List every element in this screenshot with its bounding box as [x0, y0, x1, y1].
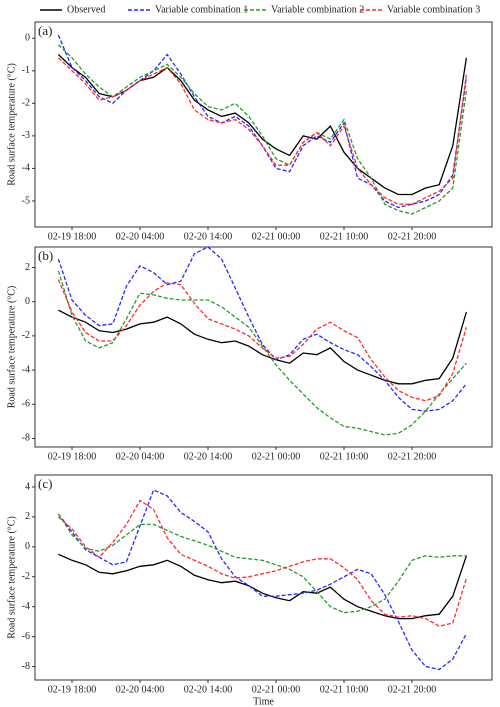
plot-frame: [34, 474, 493, 681]
legend-label: Variable combination 1: [155, 4, 248, 15]
x-tick-label: 02-20 04:00: [116, 451, 165, 462]
series-line: [57, 489, 467, 671]
x-tick-label: 02-21 20:00: [388, 231, 437, 242]
series-line: [58, 553, 468, 620]
legend-label: Variable combination 3: [387, 4, 480, 15]
y-axis-title: Road surface temperature (°C): [6, 516, 17, 639]
y-axis-title: Road surface temperature (°C): [6, 63, 17, 186]
x-tick-label: 02-21 00:00: [252, 451, 301, 462]
x-tick-label: 02-19 18:00: [48, 451, 97, 462]
x-tick-label: 02-20 04:00: [116, 684, 165, 695]
y-axis-title: Road surface temperature (°C): [6, 286, 17, 409]
series-line: [57, 279, 468, 402]
x-tick-label: 02-21 00:00: [252, 231, 301, 242]
x-tick-label: 02-21 10:00: [320, 451, 369, 462]
y-tick-label: -8: [22, 661, 30, 672]
series-line: [58, 309, 468, 385]
x-tick-label: 02-21 20:00: [388, 451, 437, 462]
y-tick-label: 2: [25, 511, 30, 522]
y-tick-label: -2: [22, 330, 30, 341]
legend-label: Variable combination 2: [271, 4, 364, 15]
series-line: [57, 54, 468, 196]
y-tick-label: 0: [25, 296, 30, 307]
x-tick-label: 02-20 04:00: [116, 231, 165, 242]
series-line: [57, 246, 467, 412]
x-tick-label: 02-21 00:00: [252, 684, 301, 695]
y-tick-label: -1: [22, 65, 30, 76]
y-tick-label: 0: [25, 541, 30, 552]
series-line: [57, 270, 467, 436]
x-axis-title: Time: [253, 696, 274, 707]
y-tick-label: -2: [22, 98, 30, 109]
x-tick-label: 02-19 18:00: [48, 231, 97, 242]
x-tick-label: 02-20 14:00: [184, 684, 233, 695]
legend-label: Observed: [67, 4, 105, 15]
x-tick-label: 02-19 18:00: [48, 684, 97, 695]
y-tick-label: -3: [22, 130, 30, 141]
y-tick-label: 0: [25, 33, 30, 44]
y-tick-label: -2: [22, 571, 30, 582]
series-line: [57, 34, 468, 209]
y-tick-label: 4: [25, 481, 30, 492]
series-line: [57, 44, 468, 215]
x-tick-label: 02-20 14:00: [184, 451, 233, 462]
y-tick-label: 2: [25, 262, 30, 273]
panel-label: (b): [38, 248, 53, 263]
y-tick-label: -8: [22, 433, 30, 444]
y-tick-label: -6: [22, 631, 30, 642]
series-line: [57, 499, 468, 627]
y-tick-label: -5: [22, 195, 30, 206]
series-line: [57, 57, 468, 205]
y-tick-label: -6: [22, 399, 30, 410]
x-tick-label: 02-21 10:00: [320, 684, 369, 695]
x-tick-label: 02-21 20:00: [388, 684, 437, 695]
plot-frame: [34, 21, 493, 228]
x-tick-label: 02-20 14:00: [184, 231, 233, 242]
y-tick-label: -4: [22, 601, 30, 612]
series-line: [57, 513, 467, 614]
y-tick-label: -4: [22, 364, 30, 375]
x-tick-label: 02-21 10:00: [320, 231, 369, 242]
plot-frame: [34, 246, 493, 448]
panel-label: (c): [38, 476, 52, 491]
panel-label: (a): [38, 23, 52, 38]
y-tick-label: -4: [22, 163, 30, 174]
